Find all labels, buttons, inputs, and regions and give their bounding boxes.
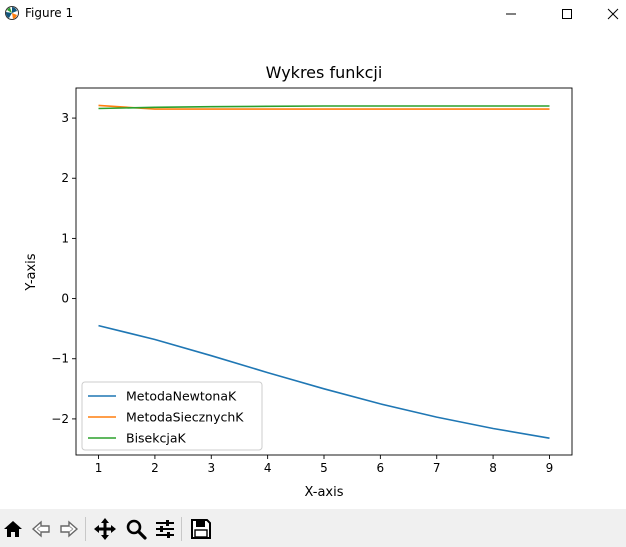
y-tick-label: 2 — [61, 171, 69, 185]
x-tick-label: 8 — [489, 461, 497, 475]
minimize-button[interactable] — [488, 0, 534, 28]
maximize-button[interactable] — [544, 0, 590, 28]
x-tick-label: 2 — [151, 461, 159, 475]
forward-arrow-icon — [60, 520, 79, 538]
forward-button[interactable] — [57, 517, 81, 541]
y-tick-label: 1 — [61, 231, 69, 245]
configure-subplots-icon — [156, 520, 174, 538]
back-arrow-icon — [31, 520, 50, 538]
window-title: Figure 1 — [25, 6, 74, 20]
y-tick-label: −1 — [51, 352, 69, 366]
series-line-1 — [98, 324, 550, 439]
legend-label: MetodaSiecznychK — [126, 410, 244, 425]
close-button[interactable] — [590, 0, 626, 28]
x-tick-label: 1 — [95, 461, 103, 475]
x-axis-label: X-axis — [305, 485, 344, 500]
legend: MetodaNewtonaK MetodaSiecznychK BisekcjaK — [81, 381, 263, 451]
save-floppy-icon — [191, 519, 211, 539]
x-tick-label: 6 — [377, 461, 385, 475]
toolbar-separator — [85, 517, 86, 541]
x-tick-label: 7 — [433, 461, 441, 475]
series-line-3 — [98, 105, 550, 110]
y-tick-label: 3 — [61, 111, 69, 125]
y-tick-label: −2 — [51, 412, 69, 426]
save-button[interactable] — [189, 517, 213, 541]
legend-box — [81, 381, 263, 451]
x-tick-label: 3 — [207, 461, 215, 475]
pan-move-icon — [94, 518, 116, 540]
close-icon — [607, 8, 619, 20]
matplotlib-logo-icon — [5, 6, 19, 20]
window-titlebar: Figure 1 — [0, 0, 626, 28]
plot-area: 1 2 3 4 5 6 7 8 9 3 2 1 0 −1 −2 — [51, 87, 573, 475]
y-tick-label: 0 — [61, 292, 69, 306]
zoom-magnifier-icon — [126, 519, 147, 540]
navigation-toolbar — [0, 509, 626, 547]
figure-canvas: Wykres funkcji 1 2 3 4 5 6 7 8 9 3 2 1 0 −1 −2 X-axis … — [0, 28, 626, 509]
x-tick-label: 9 — [546, 461, 554, 475]
y-axis-label: Y-axis — [24, 253, 39, 291]
pan-button[interactable] — [93, 517, 117, 541]
legend-label: MetodaNewtonaK — [126, 389, 237, 404]
series-line-2 — [98, 104, 550, 110]
maximize-icon — [562, 9, 572, 19]
configure-subplots-button[interactable] — [153, 517, 177, 541]
home-button[interactable] — [1, 517, 25, 541]
x-tick-label: 5 — [320, 461, 328, 475]
x-tick-label: 4 — [264, 461, 272, 475]
toolbar-separator — [181, 517, 182, 541]
zoom-button[interactable] — [124, 517, 148, 541]
back-button[interactable] — [29, 517, 53, 541]
minimize-icon — [506, 13, 516, 15]
home-icon — [4, 521, 22, 537]
legend-label: BisekcjaK — [126, 431, 186, 446]
chart-title: Wykres funkcji — [266, 63, 383, 82]
